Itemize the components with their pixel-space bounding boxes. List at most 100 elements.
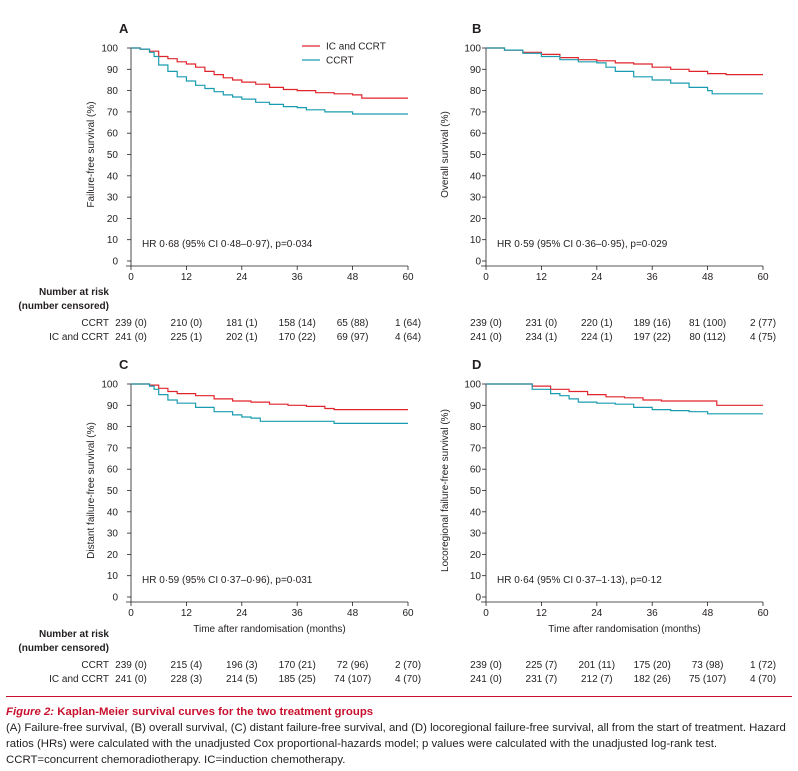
risk-header-line2: (number censored) xyxy=(18,643,109,654)
y-axis-label: Distant failure-free survival (%) xyxy=(86,422,97,559)
risk-table-cell: 231 (7) xyxy=(526,674,558,685)
x-tick-label: 36 xyxy=(292,272,304,283)
caption-divider xyxy=(6,696,792,697)
x-tick-label: 60 xyxy=(402,608,414,619)
hr-annotation: HR 0·68 (95% CI 0·48–0·97), p=0·034 xyxy=(142,239,313,250)
x-tick-label: 12 xyxy=(181,608,193,619)
risk-table-cell: 182 (26) xyxy=(634,674,671,685)
x-tick-label: 48 xyxy=(702,272,714,283)
caption-figure-label: Figure 2: xyxy=(6,706,55,718)
figure-caption: Figure 2: Kaplan-Meier survival curves f… xyxy=(6,704,790,768)
risk-table-cell: 210 (0) xyxy=(171,318,203,329)
y-tick-label: 50 xyxy=(107,486,119,497)
risk-table-cell: 241 (0) xyxy=(470,674,502,685)
risk-table-cell: 158 (14) xyxy=(279,318,316,329)
risk-row-label-ic-ccrt: IC and CCRT xyxy=(49,332,109,343)
risk-row-label-ic-ccrt: IC and CCRT xyxy=(49,674,109,685)
risk-table-cell: 220 (1) xyxy=(581,318,613,329)
y-tick-label: 40 xyxy=(107,171,119,182)
y-tick-label: 20 xyxy=(470,214,482,225)
y-tick-label: 70 xyxy=(107,443,119,454)
risk-header-line1: Number at risk xyxy=(39,287,109,298)
x-tick-label: 12 xyxy=(536,272,548,283)
y-tick-label: 90 xyxy=(107,401,119,412)
risk-table-cell: 201 (11) xyxy=(579,660,616,671)
y-tick-label: 80 xyxy=(470,422,482,433)
risk-table-cell: 4 (64) xyxy=(395,332,421,343)
panel-letter: B xyxy=(472,21,481,36)
x-tick-label: 48 xyxy=(347,272,359,283)
y-tick-label: 0 xyxy=(112,257,118,268)
risk-table-cell: 69 (97) xyxy=(337,332,369,343)
y-tick-label: 30 xyxy=(470,193,482,204)
x-tick-label: 48 xyxy=(347,608,359,619)
y-tick-label: 50 xyxy=(470,486,482,497)
panel-b: B 0 10 20 30 40 50 60 70 80 90 100 0 12 24 36 48 60 Overal… xyxy=(440,21,776,343)
y-tick-label: 0 xyxy=(475,593,481,604)
y-tick-label: 100 xyxy=(464,380,481,391)
y-tick-label: 30 xyxy=(107,193,119,204)
risk-table-cell: 239 (0) xyxy=(470,660,502,671)
x-tick-label: 60 xyxy=(757,272,769,283)
x-tick-label: 12 xyxy=(536,608,548,619)
y-tick-label: 60 xyxy=(107,129,119,140)
risk-table-cell: 81 (100) xyxy=(689,318,726,329)
panel-letter: A xyxy=(119,21,129,36)
risk-table-cell: 241 (0) xyxy=(470,332,502,343)
y-tick-label: 0 xyxy=(475,257,481,268)
risk-table-cell: 1 (64) xyxy=(395,318,421,329)
x-tick-label: 0 xyxy=(128,272,134,283)
risk-table-cell: 74 (107) xyxy=(334,674,371,685)
y-tick-label: 60 xyxy=(470,465,482,476)
hr-annotation: HR 0·59 (95% CI 0·37–0·96), p=0·031 xyxy=(142,575,313,586)
risk-table-cell: 225 (1) xyxy=(171,332,203,343)
y-tick-label: 80 xyxy=(470,86,482,97)
x-tick-label: 12 xyxy=(181,272,193,283)
risk-header-line2: (number censored) xyxy=(18,301,109,312)
x-tick-label: 0 xyxy=(483,272,489,283)
hr-annotation: HR 0·64 (95% CI 0·37–1·13), p=0·12 xyxy=(497,575,662,586)
panel-letter: C xyxy=(119,357,129,372)
ic-ccrt-curve xyxy=(131,47,408,99)
y-tick-label: 10 xyxy=(107,571,119,582)
y-tick-label: 40 xyxy=(470,171,482,182)
risk-table-cell: 202 (1) xyxy=(226,332,258,343)
x-tick-label: 36 xyxy=(647,272,659,283)
y-tick-label: 20 xyxy=(107,550,119,561)
risk-table-cell: 75 (107) xyxy=(689,674,726,685)
y-tick-label: 100 xyxy=(101,380,118,391)
caption-title-text: Kaplan-Meier survival curves for the two… xyxy=(57,706,374,718)
x-tick-label: 24 xyxy=(236,272,248,283)
risk-table-cell: 234 (1) xyxy=(526,332,558,343)
y-tick-label: 20 xyxy=(107,214,119,225)
y-axis-label: Locoregional failure-free survival (%) xyxy=(440,409,451,572)
ic-ccrt-curve xyxy=(486,47,763,76)
risk-table-cell: 225 (7) xyxy=(526,660,558,671)
x-tick-label: 36 xyxy=(647,608,659,619)
risk-table-cell: 239 (0) xyxy=(115,318,147,329)
risk-table-cell: 196 (3) xyxy=(226,660,258,671)
y-tick-label: 40 xyxy=(107,507,119,518)
risk-table-cell: 214 (5) xyxy=(226,674,258,685)
risk-table-cell: 175 (20) xyxy=(634,660,671,671)
y-tick-label: 10 xyxy=(470,235,482,246)
y-tick-label: 40 xyxy=(470,507,482,518)
risk-table-cell: 212 (7) xyxy=(581,674,613,685)
x-tick-label: 48 xyxy=(702,608,714,619)
x-tick-label: 24 xyxy=(236,608,248,619)
ic-ccrt-curve xyxy=(486,383,763,406)
x-tick-label: 0 xyxy=(128,608,134,619)
risk-table-cell: 224 (1) xyxy=(581,332,613,343)
y-tick-label: 90 xyxy=(470,65,482,76)
ccrt-curve xyxy=(486,47,763,95)
y-tick-label: 70 xyxy=(107,107,119,118)
risk-table-cell: 181 (1) xyxy=(226,318,258,329)
y-tick-label: 10 xyxy=(107,235,119,246)
x-tick-label: 36 xyxy=(292,608,304,619)
y-tick-label: 20 xyxy=(470,550,482,561)
risk-table-cell: 65 (88) xyxy=(337,318,369,329)
risk-table-cell: 73 (98) xyxy=(692,660,724,671)
caption-text: (A) Failure-free survival, (B) overall s… xyxy=(6,722,786,766)
risk-table-cell: 1 (72) xyxy=(750,660,776,671)
risk-row-label-ccrt: CCRT xyxy=(81,318,109,329)
